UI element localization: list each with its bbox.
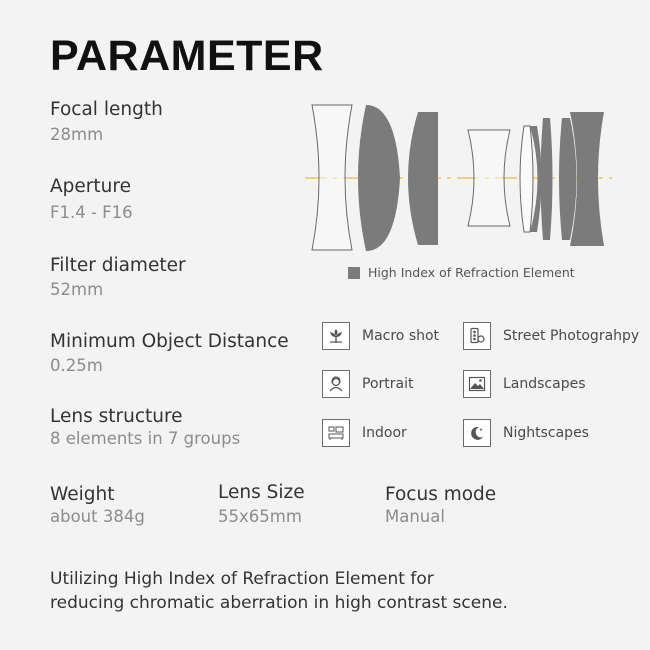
aperture-value: F1.4 - F16 <box>50 203 133 222</box>
mountain-icon <box>463 370 491 398</box>
traffic-light-icon <box>463 322 491 350</box>
diagram-legend: High Index of Refraction Element <box>348 265 575 280</box>
lens-element-5a <box>519 125 534 233</box>
scene-nightscapes: Nightscapes <box>463 419 589 447</box>
lens-element-diagram <box>305 104 612 251</box>
scene-label: Landscapes <box>503 376 586 392</box>
scene-label: Street Photograhpy <box>503 328 640 344</box>
scene-street: Street Photograhpy <box>463 322 639 350</box>
legend-label: High Index of Refraction Element <box>368 265 575 280</box>
focal-length-label: Focal length <box>50 99 163 120</box>
moon-icon <box>463 419 491 447</box>
lens-element-4 <box>467 129 511 227</box>
lens-element-3 <box>408 112 438 245</box>
lens-size-label: Lens Size <box>218 482 305 503</box>
page-title: PARAMETER <box>50 32 324 80</box>
scene-label: Macro shot <box>362 328 440 344</box>
scene-label: Indoor <box>362 425 407 441</box>
legend-swatch <box>348 266 360 279</box>
focus-mode-label: Focus mode <box>385 484 497 505</box>
lens-element-6 <box>540 118 553 240</box>
focal-length-value: 28mm <box>50 125 104 144</box>
portrait-icon <box>322 370 350 398</box>
scene-label: Nightscapes <box>503 425 589 441</box>
lens-element-7b <box>570 112 604 246</box>
weight-label: Weight <box>50 484 115 505</box>
indoor-icon <box>322 419 350 447</box>
lens-element-2 <box>358 105 400 251</box>
min-object-distance-value: 0.25m <box>50 356 103 375</box>
filter-diameter-value: 52mm <box>50 280 104 299</box>
footer-note-line-2: reducing chromatic aberration in high co… <box>50 593 508 613</box>
scene-landscapes: Landscapes <box>463 370 586 398</box>
filter-diameter-label: Filter diameter <box>50 255 186 276</box>
lens-size-value: 55x65mm <box>218 507 302 526</box>
focus-mode-value: Manual <box>385 507 445 526</box>
min-object-distance-label: Minimum Object Distance <box>50 331 289 352</box>
footer-note: Utilizing High Index of Refraction Eleme… <box>50 567 508 615</box>
scene-macro: Macro shot <box>322 322 439 350</box>
weight-value: about 384g <box>50 507 145 526</box>
lens-structure-value: 8 elements in 7 groups <box>50 429 241 448</box>
lens-structure-label: Lens structure <box>50 406 183 427</box>
aperture-label: Aperture <box>50 176 131 197</box>
flower-icon <box>322 322 350 350</box>
lens-element-5b <box>530 126 542 232</box>
scene-label: Portrait <box>362 376 414 392</box>
footer-note-line-1: Utilizing High Index of Refraction Eleme… <box>50 569 434 589</box>
scene-portrait: Portrait <box>322 370 413 398</box>
scene-indoor: Indoor <box>322 419 407 447</box>
lens-element-7a <box>559 118 577 240</box>
lens-element-1 <box>311 104 353 251</box>
